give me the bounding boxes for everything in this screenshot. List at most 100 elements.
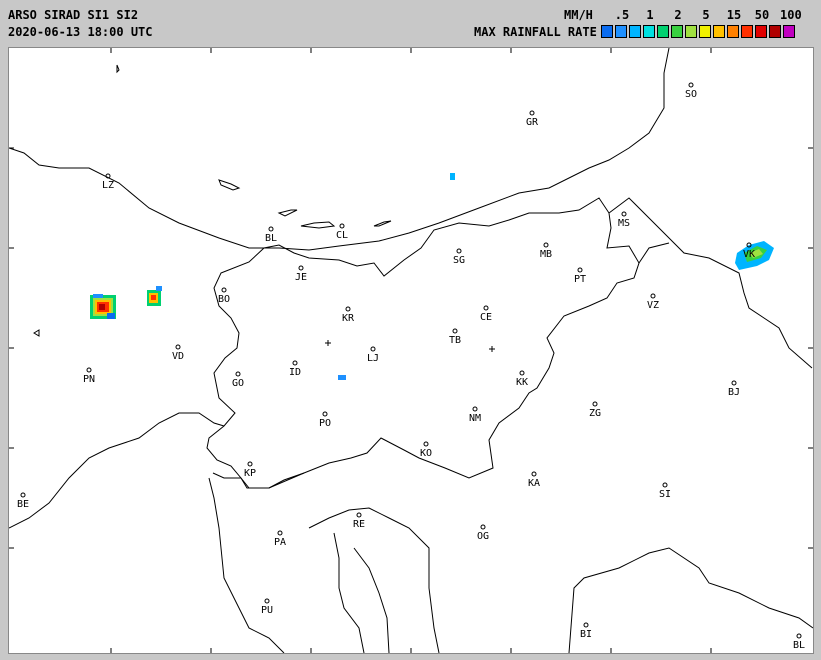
city-label: VD — [172, 351, 184, 362]
city-label: PN — [83, 374, 95, 385]
radar-map: SO GR LZ BL CL MB MS SG JE PT VK BO KR CE VZ VD TB LJ PN GO… — [8, 47, 814, 654]
city-label: SG — [453, 255, 465, 266]
scale-swatch-8 — [699, 25, 711, 38]
city-go: GO — [232, 371, 244, 389]
scale-tick-label: 2 — [674, 8, 682, 22]
city-dot — [650, 293, 656, 299]
city-pn: PN — [83, 367, 95, 385]
scale-tick-label: 5 — [702, 8, 710, 22]
city-bi: BI — [580, 622, 592, 640]
city-zg: ZG — [589, 401, 601, 419]
city-label: RE — [353, 519, 365, 530]
border-istria-north — [212, 472, 305, 489]
border-hr-hu — [638, 242, 670, 264]
scale-tick-label: 1 — [646, 8, 654, 22]
city-dot — [796, 633, 802, 639]
city-label: OG — [477, 531, 489, 542]
city-gr: GR — [526, 110, 539, 128]
city-bl: BL — [265, 226, 277, 244]
city-label: SO — [685, 89, 697, 100]
scale-swatch-5 — [657, 25, 669, 38]
lake-5 — [116, 64, 120, 74]
city-dot — [662, 482, 668, 488]
borders — [9, 48, 813, 653]
border-slovenia — [206, 197, 640, 489]
city-label: VK — [743, 249, 755, 260]
city-dot — [339, 223, 345, 229]
product-title: ARSO SIRAD SI1 SI2 — [8, 8, 139, 22]
city-dot — [105, 173, 111, 179]
city-label: BL — [265, 233, 277, 244]
lake-6 — [33, 329, 40, 337]
city-label: KR — [342, 313, 355, 324]
city-label: JE — [295, 272, 307, 283]
city-dot — [746, 242, 752, 248]
city-re: RE — [353, 512, 365, 530]
coast-krk — [353, 547, 390, 653]
city-ka: KA — [528, 471, 540, 489]
city-dot — [483, 305, 489, 311]
city-label: TB — [449, 335, 461, 346]
city-id: ID — [289, 360, 301, 378]
border-north — [9, 48, 670, 251]
city-label: ID — [289, 367, 301, 378]
city-dot — [277, 530, 283, 536]
scale-swatch-13 — [769, 25, 781, 38]
city-label: KO — [420, 448, 432, 459]
city-dot — [688, 82, 694, 88]
radar-site-2-marker — [489, 346, 495, 352]
city-dot — [345, 306, 351, 312]
city-dot — [577, 267, 583, 273]
city-dot — [531, 471, 537, 477]
echo-west-1 — [90, 294, 116, 319]
scale-swatch-14 — [783, 25, 795, 38]
scale-tick-label: 50 — [754, 8, 770, 22]
city-tb: TB — [449, 328, 461, 346]
lake-1 — [218, 179, 241, 191]
city-dot — [298, 265, 304, 271]
city-sg: SG — [453, 248, 465, 266]
city-label: LJ — [367, 353, 379, 364]
city-label: GO — [232, 378, 244, 389]
lake-4 — [373, 220, 392, 227]
city-label: SI — [659, 489, 671, 500]
city-label: PO — [319, 418, 331, 429]
city-label: GR — [526, 117, 539, 128]
scale-swatch-3 — [629, 25, 641, 38]
coast-italy — [9, 412, 225, 529]
city-dot — [472, 406, 478, 412]
city-label: NM — [469, 413, 481, 424]
city-pu: PU — [261, 598, 273, 616]
city-label: ZG — [589, 408, 601, 419]
city-label: KA — [528, 478, 540, 489]
map-canvas: SO GR LZ BL CL MB MS SG JE PT VK BO KR CE VZ VD TB LJ PN GO… — [9, 48, 813, 653]
radar-site-1-marker — [325, 340, 331, 346]
scale-tick-label: 15 — [726, 8, 742, 22]
city-ce: CE — [480, 305, 492, 323]
coast-istria-west — [208, 477, 285, 653]
scale-swatch-7 — [685, 25, 697, 38]
city-dot — [268, 226, 274, 232]
city-label: PA — [274, 537, 286, 548]
city-dot — [264, 598, 270, 604]
border-bosnia — [568, 547, 813, 653]
city-label: PT — [574, 274, 586, 285]
city-vd: VD — [172, 344, 184, 362]
city-dot — [370, 346, 376, 352]
city-dot — [480, 524, 486, 530]
city-ms: MS — [618, 211, 630, 229]
coast-kvarner — [308, 507, 440, 653]
unit-label: MM/H — [564, 8, 593, 22]
city-lj: LJ — [367, 346, 379, 364]
city-dot — [456, 248, 462, 254]
timestamp: 2020-06-13 18:00 UTC — [8, 25, 153, 39]
grid-ticks — [9, 48, 813, 653]
city-label: KK — [516, 377, 528, 388]
city-nm: NM — [469, 406, 481, 424]
city-ko: KO — [420, 441, 432, 459]
city-dot — [356, 512, 362, 518]
scale-tick-label: 100 — [780, 8, 802, 22]
city-dot — [86, 367, 92, 373]
scale-swatch-1 — [601, 25, 613, 38]
city-pa: PA — [274, 530, 286, 548]
